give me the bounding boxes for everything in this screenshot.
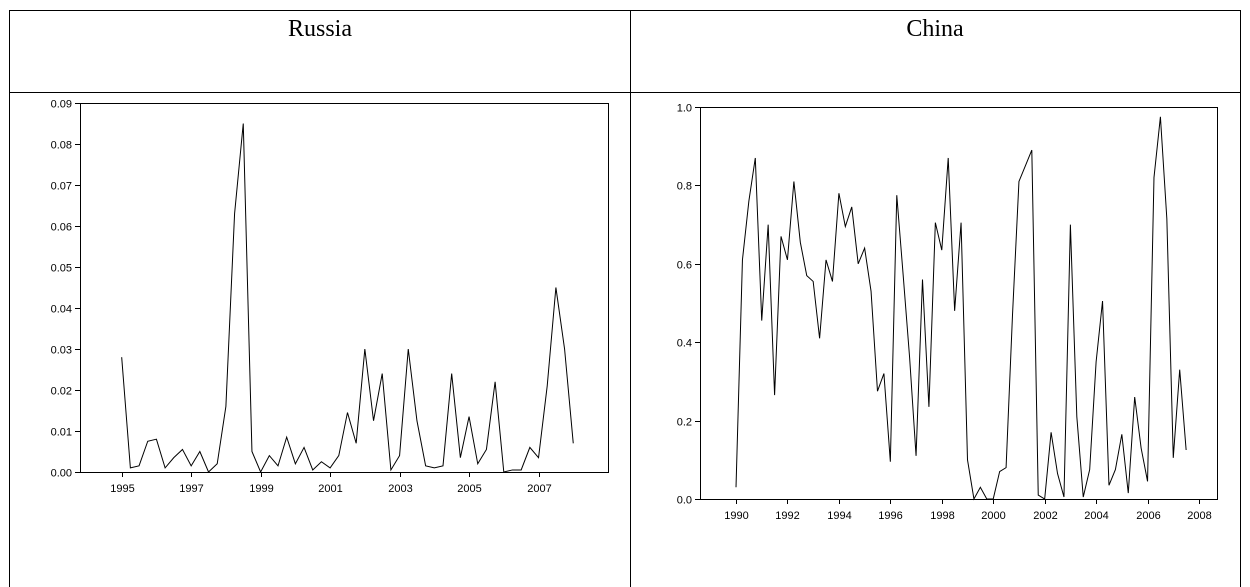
x-tick-label: 2001 (318, 483, 342, 495)
x-tick-label: 2002 (1033, 510, 1057, 522)
x-tick-label: 2000 (981, 510, 1005, 522)
x-tick-label: 2003 (388, 483, 412, 495)
plot-frame (80, 103, 609, 473)
y-tick-label: 0.6 (677, 260, 692, 272)
y-tick-label: 0.00 (51, 468, 72, 480)
data-line (121, 123, 574, 474)
x-tick-label: 2007 (527, 483, 551, 495)
x-tick-label: 1990 (724, 510, 748, 522)
y-tick-label: 0.05 (51, 263, 72, 275)
x-tick-label: 1997 (179, 483, 203, 495)
y-tick-label: 0.8 (677, 181, 692, 193)
y-tick-label: 0.08 (51, 140, 72, 152)
y-tick-label: 0.01 (51, 427, 72, 439)
column-header: China (906, 16, 964, 42)
y-tick-label: 0.2 (677, 417, 692, 429)
x-tick-label: 2004 (1084, 510, 1108, 522)
y-tick-label: 0.4 (677, 338, 692, 350)
x-tick-label: 2005 (457, 483, 481, 495)
y-tick-label: 0.09 (51, 99, 72, 111)
x-tick-label: 1996 (878, 510, 902, 522)
y-tick-label: 0.06 (51, 222, 72, 234)
y-tick-label: 0.07 (51, 181, 72, 193)
table-borders (9, 10, 1241, 587)
x-tick-label: 1998 (930, 510, 954, 522)
column-header: Russia (288, 16, 352, 42)
y-tick-label: 0.04 (51, 304, 72, 316)
y-tick-label: 0.02 (51, 386, 72, 398)
x-tick-label: 2006 (1136, 510, 1160, 522)
x-tick-label: 1994 (827, 510, 851, 522)
x-tick-label: 1999 (249, 483, 273, 495)
plot-frame (700, 107, 1218, 500)
data-line (735, 116, 1187, 501)
y-tick-label: 0.03 (51, 345, 72, 357)
x-tick-label: 2008 (1187, 510, 1211, 522)
x-tick-label: 1992 (775, 510, 799, 522)
y-tick-label: 0.0 (677, 495, 692, 507)
x-tick-label: 1995 (110, 483, 134, 495)
y-tick-label: 1.0 (677, 103, 692, 115)
